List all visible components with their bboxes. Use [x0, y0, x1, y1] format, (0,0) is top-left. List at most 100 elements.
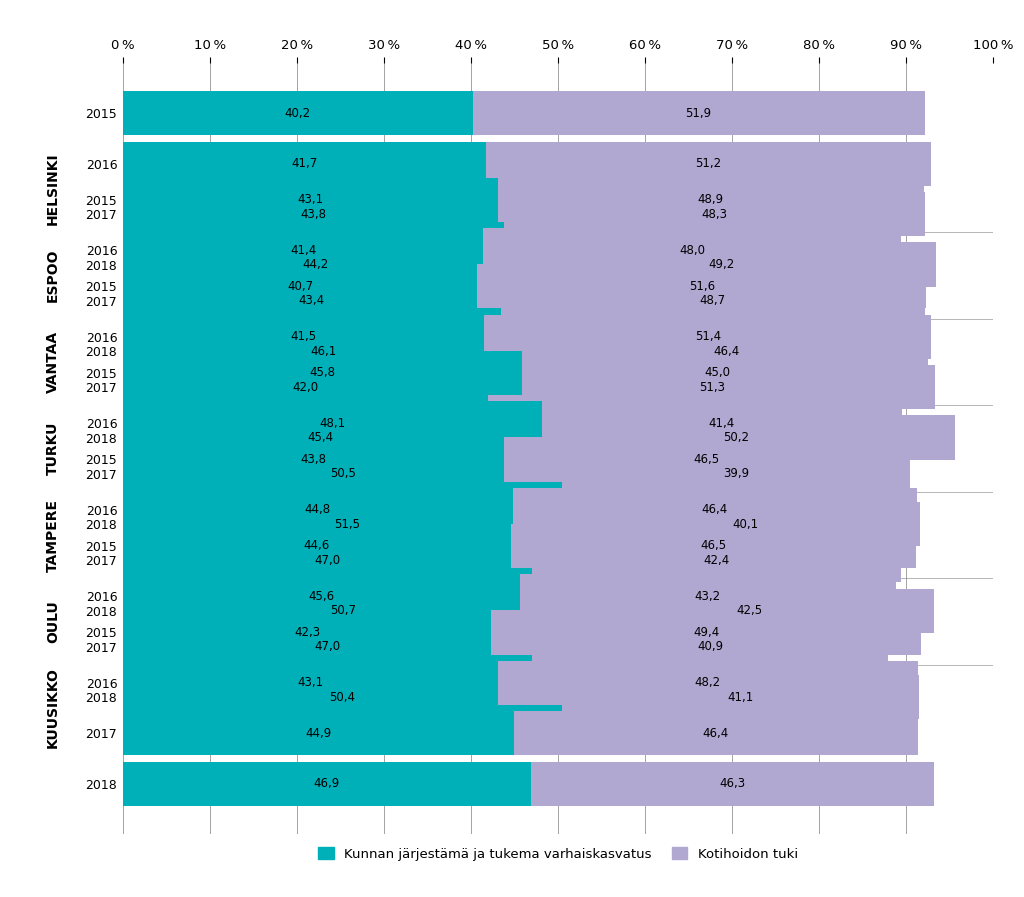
- Text: OULU: OULU: [46, 600, 60, 643]
- Text: 50,5: 50,5: [330, 467, 355, 480]
- Text: 48,7: 48,7: [699, 294, 726, 307]
- Bar: [542, 401, 902, 446]
- Text: 46,3: 46,3: [720, 777, 745, 790]
- Bar: [501, 278, 925, 323]
- Text: 41,5: 41,5: [291, 330, 316, 344]
- Text: 42,3: 42,3: [294, 626, 321, 639]
- Text: 51,2: 51,2: [695, 157, 722, 170]
- Bar: [532, 538, 901, 582]
- Text: 43,2: 43,2: [694, 590, 721, 603]
- Bar: [532, 624, 888, 669]
- Bar: [504, 437, 909, 482]
- Text: 51,5: 51,5: [334, 518, 360, 531]
- Text: 42,5: 42,5: [736, 605, 762, 617]
- Text: 50,4: 50,4: [330, 691, 355, 704]
- Text: 51,3: 51,3: [698, 380, 725, 394]
- Text: 43,4: 43,4: [299, 294, 325, 307]
- Text: 51,6: 51,6: [688, 280, 715, 292]
- Bar: [498, 178, 924, 222]
- Text: 49,2: 49,2: [709, 258, 735, 271]
- Text: 43,1: 43,1: [297, 676, 324, 689]
- Bar: [484, 315, 932, 359]
- Text: 47,0: 47,0: [314, 640, 341, 653]
- Bar: [123, 264, 477, 309]
- Text: 45,8: 45,8: [309, 366, 335, 379]
- Bar: [123, 762, 531, 806]
- Bar: [123, 315, 484, 359]
- Bar: [485, 142, 932, 186]
- Text: TURKU: TURKU: [46, 422, 60, 475]
- Bar: [123, 538, 532, 582]
- Text: 45,0: 45,0: [705, 366, 730, 379]
- Text: 51,4: 51,4: [694, 330, 721, 344]
- Bar: [571, 502, 921, 546]
- Bar: [123, 451, 562, 496]
- Text: 43,1: 43,1: [297, 193, 324, 206]
- Text: 48,3: 48,3: [701, 208, 727, 221]
- Text: 46,4: 46,4: [701, 503, 728, 517]
- Text: 43,8: 43,8: [300, 453, 327, 466]
- Text: 44,2: 44,2: [302, 258, 329, 271]
- Text: 50,7: 50,7: [331, 605, 356, 617]
- Bar: [123, 415, 518, 460]
- Text: 39,9: 39,9: [723, 467, 750, 480]
- Text: 42,0: 42,0: [293, 380, 318, 394]
- Bar: [524, 329, 928, 373]
- Text: 40,7: 40,7: [287, 280, 313, 292]
- Text: 40,1: 40,1: [732, 518, 759, 531]
- Bar: [123, 178, 498, 222]
- Bar: [123, 588, 564, 633]
- Text: TAMPERE: TAMPERE: [46, 499, 60, 571]
- Bar: [123, 278, 501, 323]
- Text: 44,9: 44,9: [305, 727, 332, 740]
- Text: 49,4: 49,4: [693, 626, 719, 639]
- Bar: [123, 142, 485, 186]
- Bar: [123, 91, 473, 135]
- Bar: [123, 365, 488, 409]
- Text: 48,1: 48,1: [319, 417, 345, 430]
- Bar: [521, 351, 913, 395]
- Bar: [123, 524, 511, 568]
- Bar: [123, 610, 492, 655]
- Text: 41,1: 41,1: [727, 691, 754, 704]
- Text: 46,5: 46,5: [693, 453, 720, 466]
- Text: 44,6: 44,6: [304, 539, 330, 553]
- Text: ESPOO: ESPOO: [46, 248, 60, 302]
- Text: 48,9: 48,9: [697, 193, 724, 206]
- Text: 43,8: 43,8: [300, 208, 327, 221]
- Bar: [513, 488, 916, 532]
- Text: 45,6: 45,6: [308, 590, 335, 603]
- Bar: [508, 242, 936, 287]
- Text: 50,2: 50,2: [724, 431, 750, 444]
- Bar: [123, 242, 508, 287]
- Text: 46,4: 46,4: [713, 344, 739, 358]
- Text: 41,7: 41,7: [291, 157, 317, 170]
- Bar: [123, 574, 520, 619]
- Text: 46,9: 46,9: [314, 777, 340, 790]
- Bar: [123, 711, 514, 755]
- Text: 41,4: 41,4: [290, 244, 316, 257]
- Bar: [123, 502, 571, 546]
- Legend: Kunnan järjestämä ja tukema varhaiskasvatus, Kotihoidon tuki: Kunnan järjestämä ja tukema varhaiskasva…: [312, 842, 804, 867]
- Bar: [477, 264, 927, 309]
- Text: 41,4: 41,4: [709, 417, 735, 430]
- Bar: [483, 228, 901, 273]
- Bar: [123, 228, 483, 273]
- Text: HELSINKI: HELSINKI: [46, 152, 60, 225]
- Bar: [518, 415, 955, 460]
- Bar: [511, 524, 915, 568]
- Text: 42,4: 42,4: [703, 553, 730, 567]
- Bar: [564, 588, 934, 633]
- Bar: [531, 762, 934, 806]
- Text: 47,0: 47,0: [314, 553, 341, 567]
- Bar: [473, 91, 925, 135]
- Bar: [504, 192, 925, 237]
- Bar: [123, 351, 521, 395]
- Text: 48,2: 48,2: [694, 676, 721, 689]
- Bar: [123, 675, 561, 719]
- Bar: [498, 660, 918, 705]
- Bar: [123, 437, 504, 482]
- Text: 46,5: 46,5: [700, 539, 726, 553]
- Bar: [514, 711, 918, 755]
- Bar: [562, 451, 909, 496]
